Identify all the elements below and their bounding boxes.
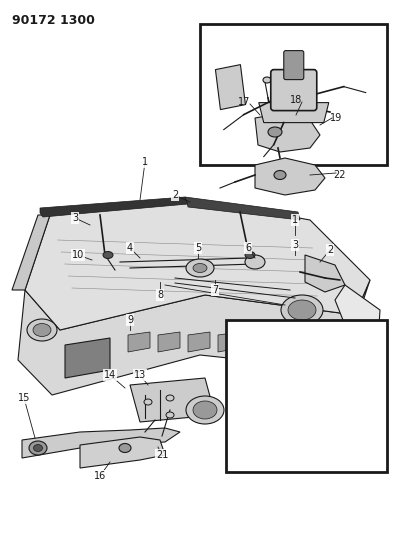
Polygon shape [215, 64, 246, 110]
Ellipse shape [144, 399, 152, 405]
Ellipse shape [245, 255, 265, 269]
Text: 9: 9 [127, 315, 133, 325]
Polygon shape [255, 112, 320, 152]
Text: 17: 17 [238, 97, 250, 107]
Ellipse shape [245, 252, 255, 259]
Ellipse shape [274, 171, 286, 180]
Text: 13: 13 [134, 370, 146, 380]
Polygon shape [18, 280, 370, 395]
Ellipse shape [166, 395, 174, 401]
Text: 8: 8 [157, 290, 163, 300]
Text: 19: 19 [330, 113, 342, 123]
Text: 18: 18 [290, 95, 302, 105]
Text: 15: 15 [18, 393, 30, 403]
Ellipse shape [263, 77, 271, 83]
Text: 21: 21 [156, 450, 168, 460]
Text: 10: 10 [72, 250, 84, 260]
Text: 4: 4 [127, 243, 133, 253]
FancyBboxPatch shape [284, 51, 304, 79]
Ellipse shape [268, 127, 282, 137]
Ellipse shape [27, 319, 57, 341]
Polygon shape [40, 197, 188, 217]
Ellipse shape [103, 252, 113, 259]
Polygon shape [218, 332, 240, 352]
Ellipse shape [33, 324, 51, 336]
Polygon shape [65, 338, 110, 378]
Bar [226, 320, 387, 472]
Bar [200, 24, 387, 165]
Ellipse shape [186, 259, 214, 277]
Text: 16: 16 [94, 471, 106, 481]
Ellipse shape [119, 443, 131, 453]
Polygon shape [25, 200, 370, 330]
Text: 2: 2 [327, 245, 333, 255]
Ellipse shape [193, 263, 207, 272]
Text: 3: 3 [72, 213, 78, 223]
Polygon shape [128, 332, 150, 352]
Polygon shape [130, 378, 215, 422]
Ellipse shape [33, 445, 42, 451]
Text: 7: 7 [212, 285, 218, 295]
Ellipse shape [193, 401, 217, 419]
Polygon shape [22, 428, 180, 458]
Ellipse shape [166, 412, 174, 418]
Polygon shape [335, 285, 380, 390]
Text: 14: 14 [104, 370, 116, 380]
Text: 1: 1 [142, 157, 148, 167]
Ellipse shape [186, 396, 224, 424]
Polygon shape [185, 197, 300, 220]
FancyBboxPatch shape [271, 70, 317, 111]
Text: 2: 2 [172, 190, 178, 200]
Text: 1: 1 [292, 215, 298, 225]
Ellipse shape [288, 300, 316, 320]
Text: 6: 6 [245, 243, 251, 253]
Polygon shape [305, 255, 345, 292]
Text: 90172 1300: 90172 1300 [12, 14, 95, 27]
Text: 22: 22 [334, 170, 346, 180]
Ellipse shape [29, 441, 47, 455]
Ellipse shape [281, 295, 323, 325]
Polygon shape [188, 332, 210, 352]
Polygon shape [12, 215, 50, 290]
Polygon shape [259, 103, 329, 123]
Polygon shape [158, 332, 180, 352]
Text: 3: 3 [292, 240, 298, 250]
Polygon shape [80, 437, 165, 468]
Text: 5: 5 [195, 243, 201, 253]
Polygon shape [255, 158, 325, 195]
